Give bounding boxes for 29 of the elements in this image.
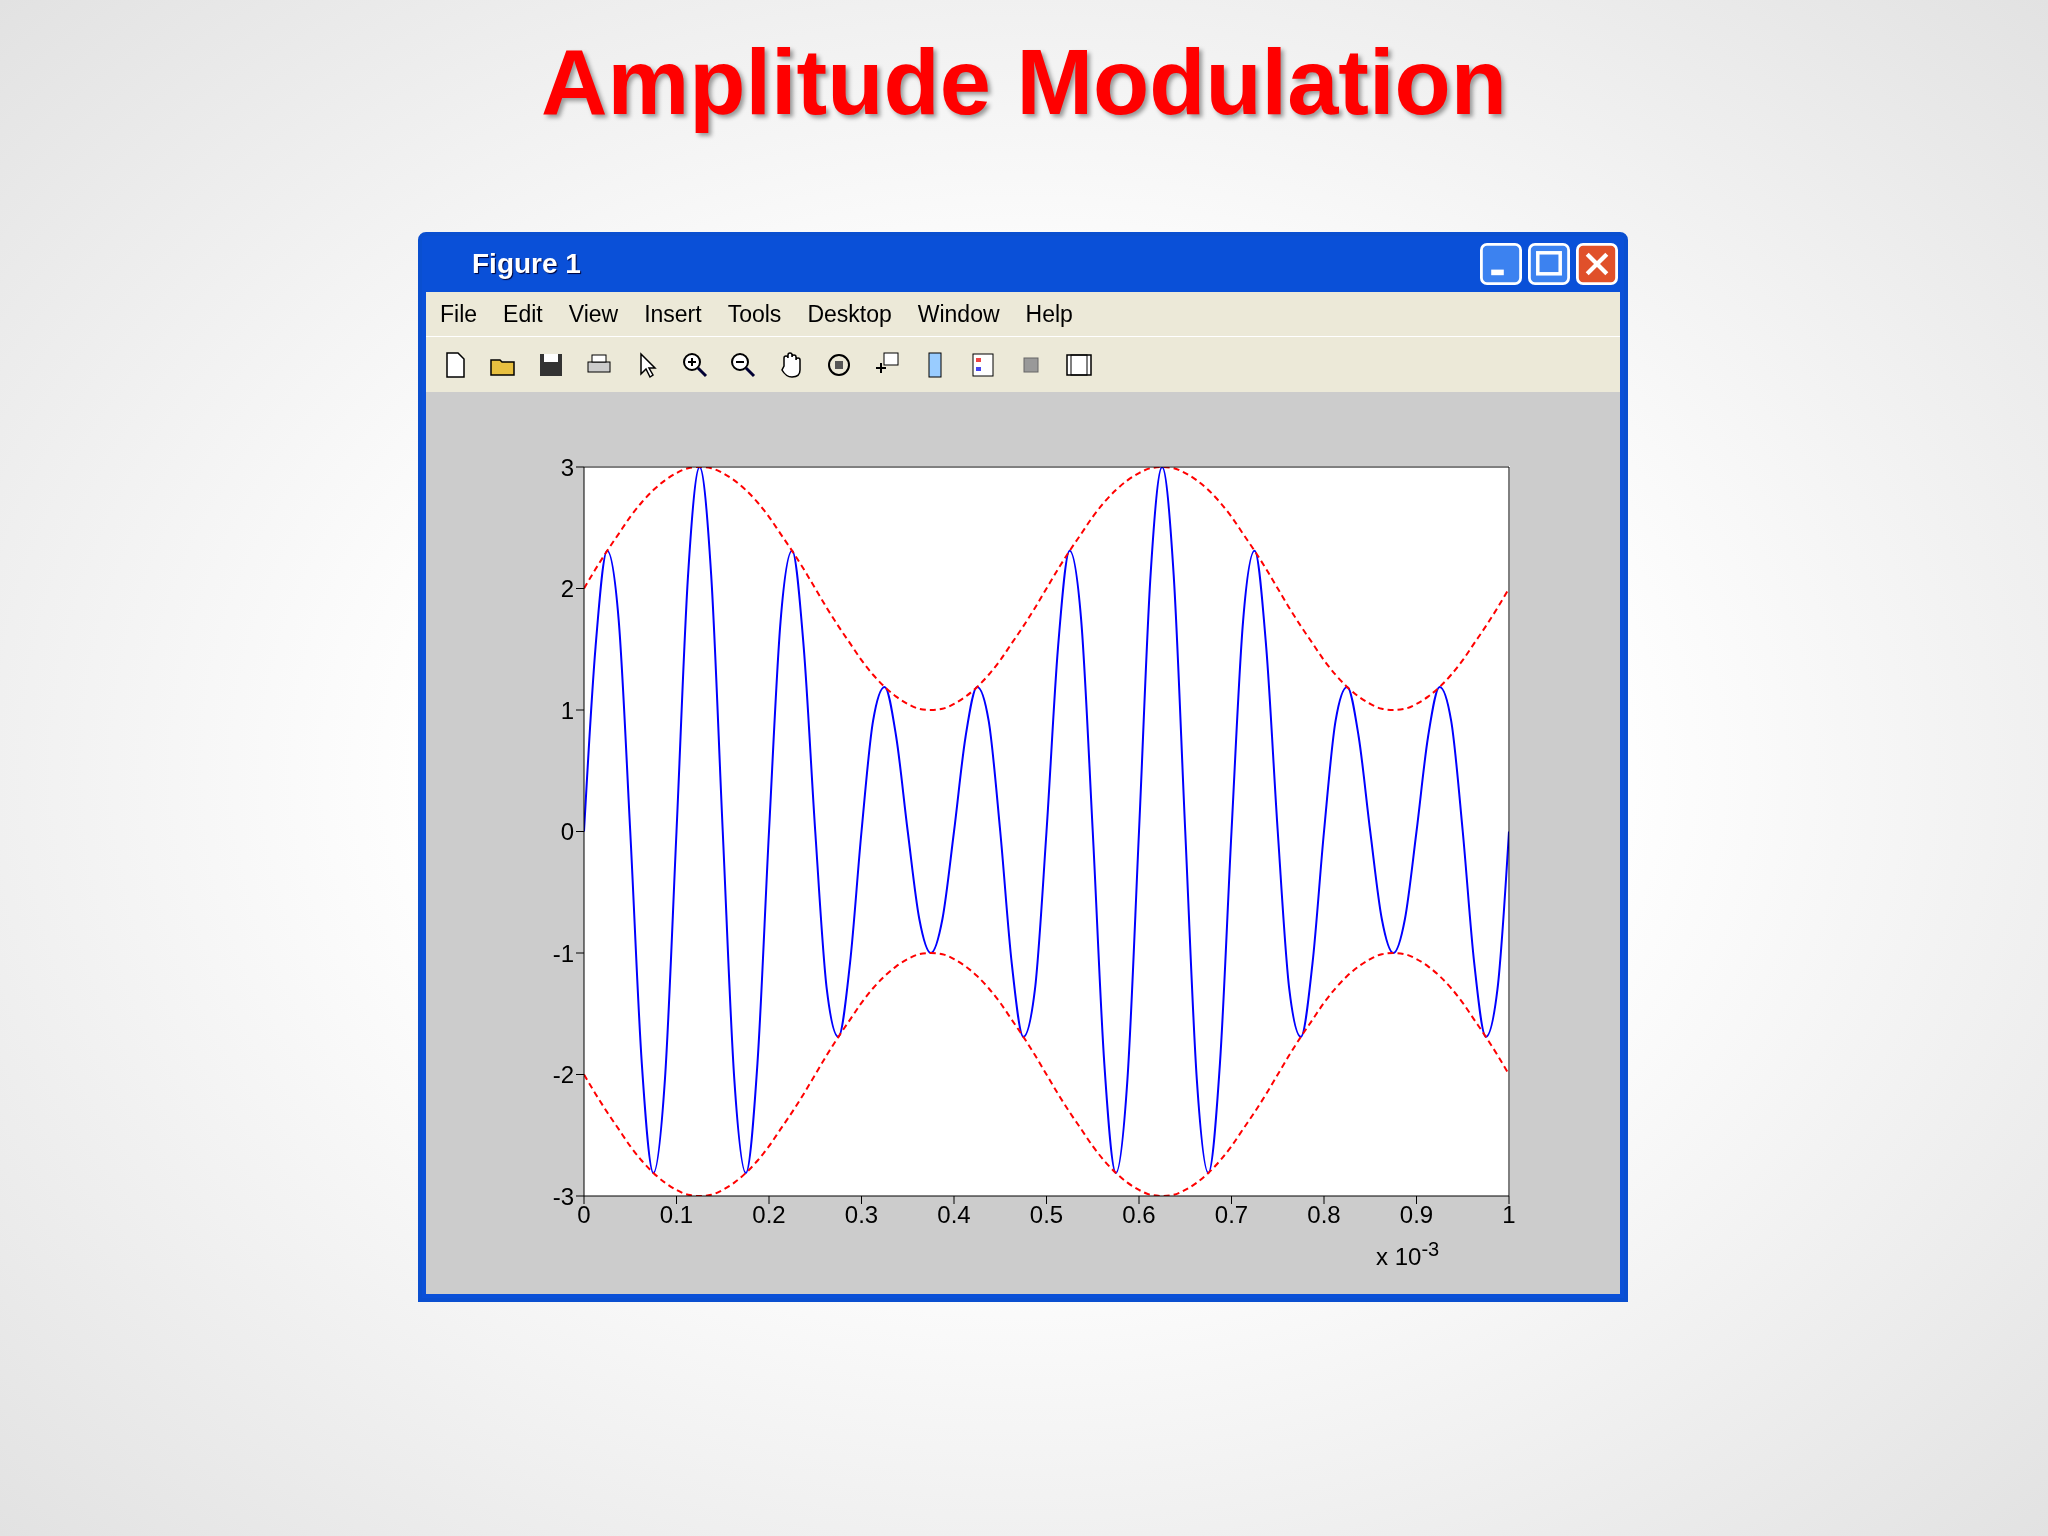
x-tick-label: 1 (1502, 1201, 1516, 1229)
x-tick-label: 0 (577, 1201, 591, 1229)
caption: Figure 1 (472, 248, 581, 280)
text: Desktop (807, 300, 892, 328)
text: Insert (644, 300, 702, 328)
y-tick-label: 2 (560, 575, 574, 603)
text: View (568, 300, 619, 328)
x-tick-label: 0.3 (844, 1201, 879, 1229)
x-tick-label: 0.2 (752, 1201, 786, 1229)
x-tick-label: 0.7 (1214, 1201, 1249, 1229)
y-tick-label: 1 (560, 696, 574, 724)
x-tick-label: 0.4 (937, 1201, 971, 1229)
x-tick-label: 0.9 (1399, 1201, 1434, 1229)
text: Window (917, 300, 1000, 328)
y-tick-label: 3 (560, 453, 574, 481)
x-tick-label: 0.8 (1307, 1201, 1341, 1229)
y-tick-label: -3 (552, 1182, 574, 1210)
text: File (440, 300, 478, 328)
y-tick-label: -1 (552, 939, 574, 967)
y-tick-label: 0 (560, 818, 574, 846)
text: x 10$^{-3}$ (1376, 1238, 1440, 1271)
x-tick-label: 0.6 (1122, 1201, 1156, 1229)
y-tick-label: -2 (552, 1061, 574, 1089)
x-tick-label: 0.5 (1029, 1201, 1064, 1229)
text: Edit (503, 300, 543, 328)
text: Help (1025, 300, 1073, 328)
text: Tools (727, 300, 782, 328)
chart-title: Amplitude Modulation (540, 30, 1508, 135)
x-tick-label: 0.1 (659, 1201, 694, 1229)
